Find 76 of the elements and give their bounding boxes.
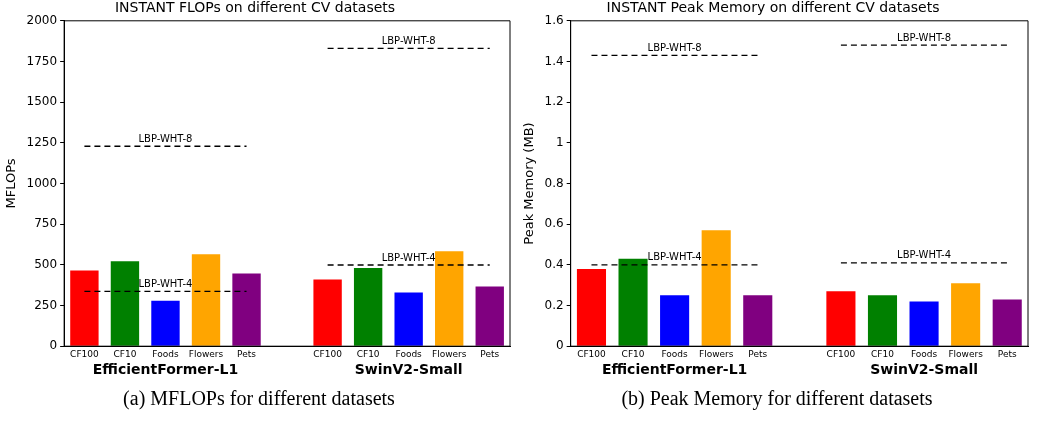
x-tick-label: Foods (661, 348, 689, 359)
y-tick-label: 1.6 (544, 12, 564, 27)
bar (151, 300, 180, 346)
series-label: LBP-WHT-8 (647, 41, 702, 53)
text: SwinV2-Small (354, 360, 463, 377)
x-tick-label: CF10 (356, 348, 380, 359)
bar (191, 254, 221, 346)
x-tick-label: CF10 (113, 348, 137, 359)
y-tick-label: 0 (49, 338, 58, 353)
bar (475, 286, 504, 346)
x-tick-label: Foods (395, 348, 423, 359)
y-tick-label: 0.6 (544, 216, 564, 231)
series-label: LBP-WHT-8 (138, 132, 193, 144)
x-tick-label: Flowers (948, 348, 984, 359)
bar (867, 295, 898, 346)
x-tick-label: Flowers (698, 348, 734, 359)
y-tick-label: 1 (556, 134, 564, 149)
series-label: LBP-WHT-4 (138, 277, 193, 289)
bar (701, 230, 731, 346)
x-tick-label: CF10 (621, 348, 645, 359)
x-tick-label: Flowers (431, 348, 467, 359)
text: (a) MFLOPs for different datasets (122, 387, 396, 410)
bar (435, 251, 464, 346)
x-tick-label: CF100 (70, 348, 99, 359)
x-tick-label: Pets (997, 348, 1017, 359)
y-tick-label: 0 (556, 338, 564, 353)
y-tick-label: 1500 (26, 94, 58, 109)
text: (b) Peak Memory for different datasets (620, 387, 934, 410)
y-axis-title: MFLOPs (3, 158, 19, 209)
x-tick-label: Pets (480, 348, 500, 359)
bar (743, 295, 773, 346)
bar (110, 261, 140, 346)
y-tick-label: 0.2 (544, 297, 564, 312)
y-tick-label: 750 (34, 216, 58, 231)
x-tick-label: Pets (237, 348, 257, 359)
series-label: LBP-WHT-4 (381, 251, 436, 263)
series-label: LBP-WHT-4 (647, 251, 702, 263)
y-tick-label: 0.8 (544, 175, 564, 190)
text: EfficientFormer-L1 (92, 360, 239, 377)
y-tick-label: 1250 (26, 134, 58, 149)
text: EfficientFormer-L1 (601, 360, 748, 377)
x-tick-label: CF100 (577, 348, 607, 359)
series-label: LBP-WHT-8 (897, 31, 952, 43)
x-tick-label: Flowers (188, 348, 224, 359)
x-tick-label: CF10 (871, 348, 895, 359)
y-tick-label: 0.4 (544, 256, 564, 271)
bar (232, 273, 261, 346)
bar (70, 270, 99, 346)
bar (618, 258, 648, 346)
y-tick-label: 1750 (26, 53, 58, 68)
y-tick-label: 1.2 (544, 94, 564, 109)
bar (313, 279, 342, 346)
y-tick-label: 250 (34, 297, 58, 312)
x-tick-label: CF100 (313, 348, 343, 359)
bar (992, 299, 1022, 346)
y-tick-label: 1.4 (544, 53, 564, 68)
text: SwinV2-Small (870, 360, 979, 377)
x-tick-label: Foods (910, 348, 938, 359)
x-tick-label: Pets (748, 348, 768, 359)
chart-title: INSTANT FLOPs on different CV datasets (114, 0, 396, 16)
series-label: LBP-WHT-8 (381, 34, 436, 46)
y-axis-title: Peak Memory (MB) (521, 122, 537, 245)
y-tick-label: 1000 (26, 175, 58, 190)
x-tick-label: CF100 (826, 348, 856, 359)
bar (826, 291, 856, 346)
y-tick-label: 2000 (26, 12, 58, 27)
x-tick-label: Foods (152, 348, 179, 359)
bar (909, 301, 939, 346)
series-label: LBP-WHT-4 (897, 249, 952, 261)
chart-title: INSTANT Peak Memory on different CV datasets (606, 0, 940, 16)
bar (394, 292, 423, 346)
bar (951, 283, 981, 346)
y-tick-label: 500 (34, 256, 58, 271)
bar (353, 268, 383, 346)
bar (660, 295, 690, 346)
bar (576, 268, 607, 346)
